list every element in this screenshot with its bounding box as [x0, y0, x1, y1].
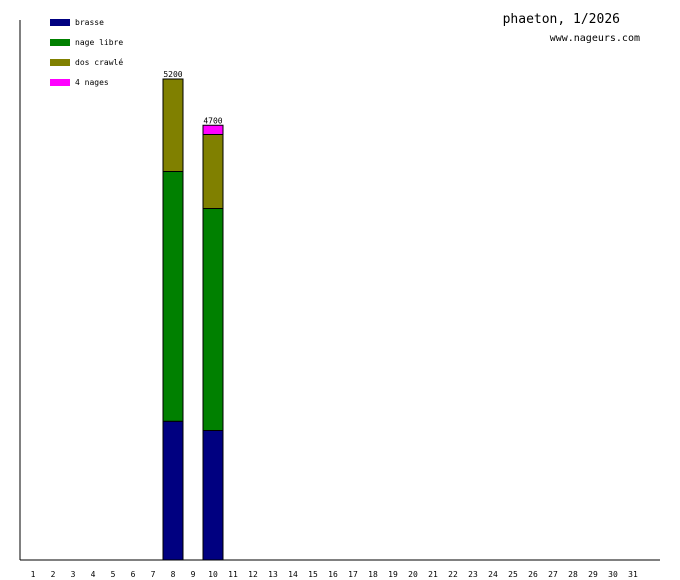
bar-8-dos-crawl-: [162, 78, 184, 172]
x-tick-6: 6: [131, 570, 136, 579]
bar-10-dos-crawl-: [202, 134, 224, 209]
x-tick-7: 7: [151, 570, 156, 579]
x-tick-17: 17: [348, 570, 358, 579]
x-tick-29: 29: [588, 570, 598, 579]
x-tick-labels: 1 2 3 4 5 6 7 8 9 10 11 12 13 14 15 16 17 18 19 20 21 22 23 24 2…: [31, 570, 638, 579]
total-label-8: 5200: [163, 70, 182, 79]
x-tick-1: 1: [31, 570, 36, 579]
x-tick-12: 12: [248, 570, 258, 579]
chart-title: phaeton, 1/2026: [503, 12, 620, 27]
x-tick-23: 23: [468, 570, 478, 579]
x-tick-16: 16: [328, 570, 338, 579]
x-tick-24: 24: [488, 570, 498, 579]
x-tick-18: 18: [368, 570, 378, 579]
x-tick-25: 25: [508, 570, 518, 579]
legend-swatch-4-nages: [50, 79, 70, 86]
x-tick-22: 22: [448, 570, 458, 579]
total-label-10: 4700: [203, 116, 222, 125]
x-tick-21: 21: [428, 570, 438, 579]
x-tick-20: 20: [408, 570, 418, 579]
x-tick-4: 4: [91, 570, 96, 579]
legend-label-4-nages: 4 nages: [75, 78, 109, 87]
x-tick-31: 31: [628, 570, 638, 579]
x-tick-19: 19: [388, 570, 398, 579]
bar-10-nage-libre: [202, 208, 224, 431]
x-tick-9: 9: [191, 570, 196, 579]
x-tick-3: 3: [71, 570, 76, 579]
legend-label-brasse: brasse: [75, 18, 104, 27]
x-tick-13: 13: [268, 570, 278, 579]
x-tick-2: 2: [51, 570, 56, 579]
x-tick-5: 5: [111, 570, 116, 579]
x-tick-27: 27: [548, 570, 558, 579]
legend-swatch-nage-libre: [50, 39, 70, 46]
x-tick-15: 15: [308, 570, 318, 579]
bar-10-4-nages: [202, 124, 224, 135]
x-tick-11: 11: [228, 570, 238, 579]
x-tick-10: 10: [208, 570, 218, 579]
x-tick-28: 28: [568, 570, 578, 579]
x-tick-14: 14: [288, 570, 298, 579]
x-tick-26: 26: [528, 570, 538, 579]
legend-swatch-dos-crawl-: [50, 59, 70, 66]
bar-10-brasse: [202, 430, 224, 561]
bars: [162, 78, 224, 561]
total-labels: 5200 4700: [163, 70, 222, 125]
x-tick-30: 30: [608, 570, 618, 579]
legend-label-dos-crawl-: dos crawlé: [75, 57, 123, 67]
x-tick-8: 8: [171, 570, 176, 579]
legend: brasse nage libre dos crawlé 4 nages: [50, 18, 123, 87]
chart-subtitle: www.nageurs.com: [550, 33, 640, 44]
bar-8-nage-libre: [162, 171, 184, 422]
bar-8-brasse: [162, 420, 184, 561]
legend-label-nage-libre: nage libre: [75, 38, 123, 47]
legend-swatch-brasse: [50, 19, 70, 26]
